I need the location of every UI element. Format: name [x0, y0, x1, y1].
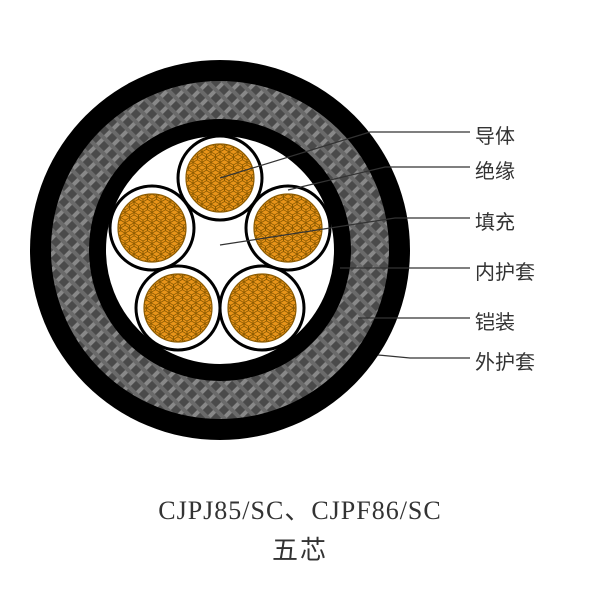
layer-label: 填充 [475, 206, 515, 235]
layer-label: 绝缘 [475, 155, 515, 184]
layer-label: 导体 [475, 120, 515, 149]
diagram-svg [0, 50, 600, 450]
layer-label: 内护套 [475, 256, 535, 285]
layer-label: 外护套 [475, 346, 535, 375]
layer-label: 铠装 [475, 306, 515, 335]
cable-cross-section-diagram [0, 50, 600, 450]
caption-core-count: 五芯 [0, 530, 600, 567]
caption-model: CJPJ85/SC、CJPF86/SC [0, 490, 600, 527]
